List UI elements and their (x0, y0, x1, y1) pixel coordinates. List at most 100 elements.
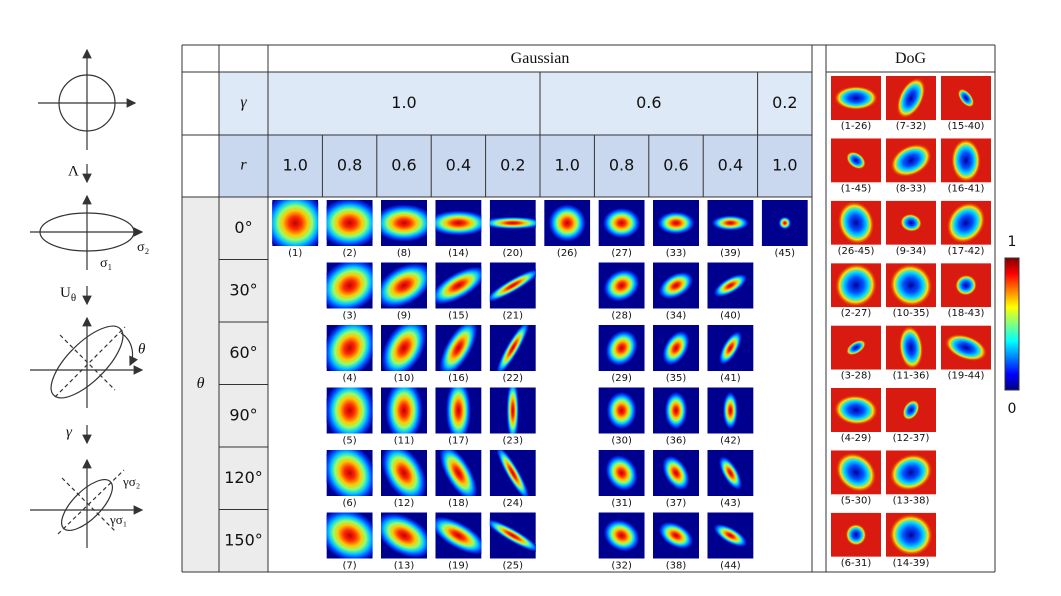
r-value: 0.4 (718, 156, 743, 175)
gaussian-kernel (761, 200, 808, 246)
kernel-caption: (19-44) (948, 371, 985, 382)
kernel-blob (664, 391, 688, 430)
gaussian-kernel (381, 200, 427, 246)
r-value: 0.4 (446, 156, 471, 175)
gaussian-kernel (544, 200, 591, 246)
r-value: 1.0 (554, 156, 579, 175)
kernel-caption: (23) (503, 436, 524, 447)
theta-value: 120° (224, 468, 263, 487)
kernel-blob (658, 272, 694, 299)
kernel-blob (902, 399, 920, 421)
gaussian-kernel (435, 387, 482, 434)
dog-kernel (886, 138, 936, 183)
kernel-blob (889, 453, 933, 492)
kernel-caption: (1) (288, 248, 302, 259)
kernel-blob (326, 200, 373, 246)
gaussian-kernel (381, 512, 427, 559)
gaussian-title: Gaussian (511, 50, 570, 67)
theta-value: 0° (234, 218, 252, 237)
kernel-blob (381, 325, 427, 371)
gamma-value: 1.0 (391, 93, 416, 112)
gaussian-kernel (326, 387, 373, 434)
kernel-caption: (13-38) (893, 495, 930, 506)
r-label: r (240, 157, 247, 174)
dog-kernel (886, 263, 936, 308)
gaussian-kernel (381, 262, 427, 309)
gaussian-kernel (598, 450, 645, 496)
kernel-caption: (40) (720, 311, 741, 322)
kernel-caption: (15) (448, 311, 469, 322)
r-value: 0.2 (500, 156, 525, 175)
gaussian-kernel (489, 512, 536, 559)
kernel-caption: (41) (720, 373, 741, 384)
kernel-blob (605, 455, 638, 491)
theta-label: θ (138, 341, 146, 357)
kernel-caption: (17) (448, 436, 469, 447)
dog-kernel (941, 200, 991, 245)
gaussian-kernel (489, 200, 536, 246)
kernel-caption: (14-39) (893, 558, 930, 569)
kernel-caption: (19) (448, 561, 469, 572)
kernel-caption: (44) (720, 561, 741, 572)
kernel-blob (435, 210, 482, 236)
kernel-blob (889, 263, 933, 307)
theta-value: 90° (229, 405, 257, 424)
kernel-caption: (11-36) (893, 371, 930, 382)
kernel-blob (662, 455, 690, 491)
kernel-blob (506, 387, 519, 434)
kernel-caption: (28) (611, 311, 632, 322)
gaussian-kernel (489, 450, 536, 496)
gaussian-kernel (489, 387, 536, 434)
step-label: Λ (68, 163, 79, 179)
dog-kernel (886, 76, 936, 120)
dog-kernel (831, 200, 881, 245)
kernel-blob (496, 325, 530, 371)
kernel-caption: (33) (666, 248, 687, 259)
kernel-blob (835, 452, 877, 493)
theta-value: 60° (229, 343, 257, 362)
kernel-caption: (32) (611, 561, 632, 572)
kernel-blob (603, 269, 640, 302)
gaussian-kernel (435, 512, 482, 559)
kernel-caption: (2-27) (841, 308, 872, 319)
theta-value: 150° (224, 530, 263, 549)
kernel-blob (946, 202, 986, 244)
kernel-blob (326, 512, 373, 559)
gaussian-kernel (598, 200, 645, 246)
dog-kernel (831, 263, 881, 308)
kernel-caption: (9-34) (896, 246, 927, 257)
kernel-blob (778, 216, 791, 230)
dog-kernel (886, 200, 936, 245)
kernel-blob (896, 77, 926, 119)
kernel-blob (662, 330, 690, 366)
kernel-caption: (16) (448, 373, 469, 384)
kernel-blob (496, 450, 530, 496)
r-row-bg (219, 135, 812, 197)
gaussian-kernel (326, 262, 373, 309)
kernel-blob (944, 334, 988, 362)
kernel-blob (381, 513, 427, 558)
gamma-value: 0.6 (636, 93, 661, 112)
r-value: 0.8 (609, 156, 634, 175)
dog-kernel (886, 325, 936, 370)
kernel-blob (837, 201, 875, 245)
kernel-caption: (21) (503, 311, 524, 322)
dog-kernel (941, 263, 991, 308)
kernel-caption: (11) (394, 436, 415, 447)
gaussian-kernel (326, 200, 373, 246)
kernel-caption: (42) (720, 436, 741, 447)
kernel-blob (606, 391, 637, 430)
kernel-caption: (18-43) (948, 308, 985, 319)
kernel-caption: (13) (394, 561, 415, 572)
kernel-blob (890, 143, 932, 178)
kernel-caption: (10-35) (893, 308, 930, 319)
kernel-blob (889, 513, 933, 556)
kernel-blob (603, 208, 641, 238)
r-value: 1.0 (282, 156, 307, 175)
kernel-blob (326, 325, 373, 371)
kernel-caption: (39) (720, 248, 741, 259)
kernel-blob (657, 211, 695, 235)
kernel-blob (719, 331, 742, 365)
kernel-caption: (25) (503, 561, 524, 572)
kernel-table: Gaussian DoG γ r θ 1.0 1.0 0.8 0.6 0.4 0.2 0.6 1.0 0.… (181, 44, 996, 573)
